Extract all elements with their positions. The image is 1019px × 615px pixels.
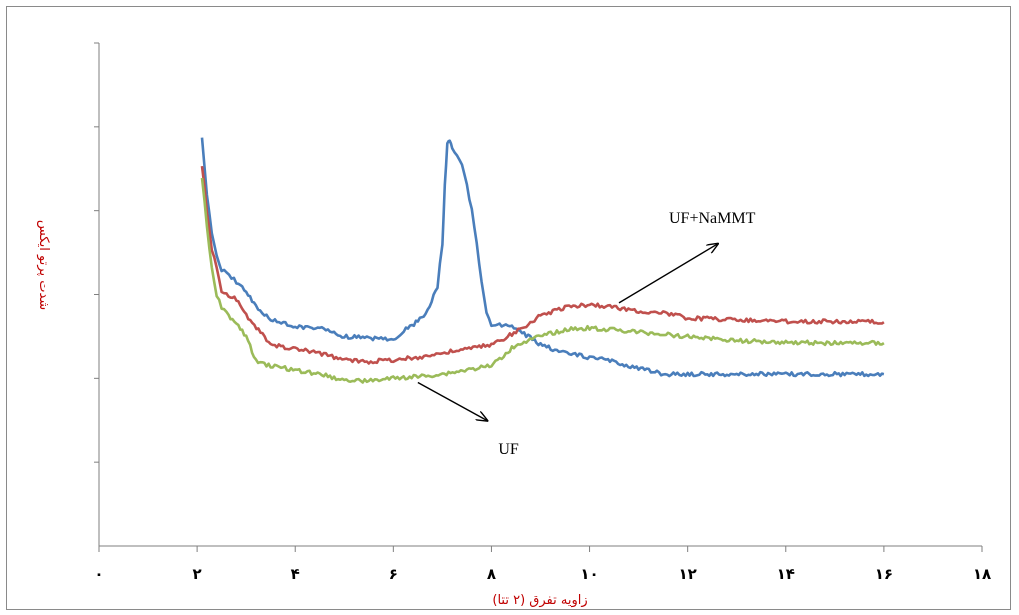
series-line-3 xyxy=(200,177,885,384)
x-tick-label: ۴ xyxy=(291,565,300,583)
x-tick-label: ۱۰ xyxy=(580,565,598,583)
x-axis-title: زاویه تفرق (۲ تتا) xyxy=(492,593,587,608)
annotation-layer: UF+NaMMT UF xyxy=(417,210,756,458)
annotation-label-2: UF xyxy=(498,441,519,458)
x-tick-label: ۲ xyxy=(193,565,202,583)
x-tick-label: ۱۸ xyxy=(973,565,991,583)
axis-layer: ۰ ۲ ۴ ۶ ۸ ۱۰ ۱۲ ۱۴ ۱۶ ۱۸ xyxy=(94,42,991,583)
x-tick-label: ۶ xyxy=(389,565,398,583)
series-line-2 xyxy=(200,165,885,365)
x-tick-label: ۱۴ xyxy=(777,565,795,583)
chart-frame xyxy=(6,6,1011,610)
x-tick-label: ۸ xyxy=(487,565,496,583)
series-line-1 xyxy=(200,137,885,378)
x-tick-label: ۱۶ xyxy=(875,565,893,583)
annotation-label-1: UF+NaMMT xyxy=(669,210,756,227)
series-layer xyxy=(200,137,885,384)
annotation-arrow-1 xyxy=(618,244,717,304)
annotation-arrow-2 xyxy=(417,381,487,421)
x-tick-label: ۱۲ xyxy=(679,565,697,583)
y-axis-title: شدت پرتو ایکس xyxy=(36,220,51,310)
x-tick-label: ۰ xyxy=(94,565,103,583)
